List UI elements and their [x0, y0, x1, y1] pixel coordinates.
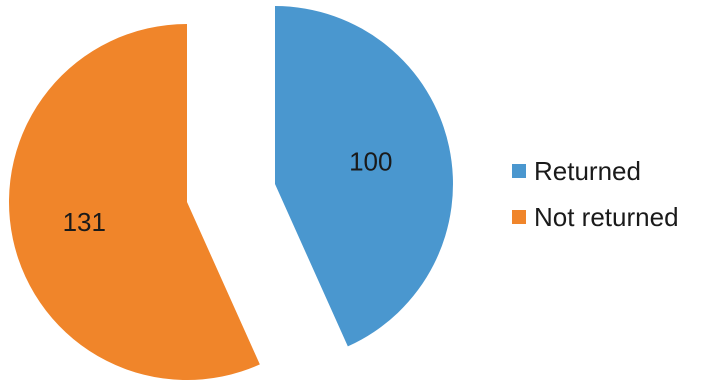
legend-label-not-returned: Not returned — [534, 201, 679, 232]
legend: Returned Not returned — [512, 148, 697, 240]
legend-label-returned: Returned — [534, 155, 641, 186]
legend-item-returned: Returned — [512, 148, 697, 194]
data-label-not-returned: 131 — [63, 207, 106, 237]
pie-slices — [9, 6, 453, 380]
pie-slice-not-returned — [9, 24, 260, 380]
legend-item-not-returned: Not returned — [512, 194, 697, 240]
legend-swatch-returned — [512, 164, 526, 178]
legend-swatch-not-returned — [512, 210, 526, 224]
data-label-returned: 100 — [349, 146, 392, 176]
pie-data-labels: 100 131 — [63, 146, 393, 237]
pie-slice-returned — [275, 6, 453, 347]
